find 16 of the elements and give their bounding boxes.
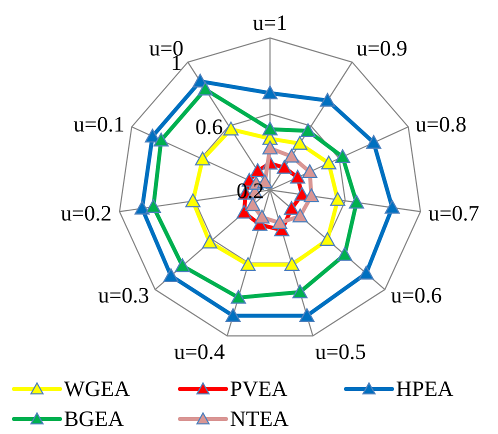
legend-label: PVEA [230,376,288,402]
spoke-label: u=0.1 [74,111,124,136]
y-tick-label: 0.6 [195,114,223,140]
spoke-label: u=0.2 [60,200,112,226]
legend-label: HPEA [396,376,454,402]
spoke-label: u=0.3 [98,282,150,308]
spoke-label: u=0.9 [356,35,408,60]
legend-label: BGEA [64,406,124,432]
spoke-label: u=0.7 [428,200,480,226]
spoke-label: u=0.4 [174,339,225,364]
spoke-label: u=0.5 [315,339,366,364]
legend-label: WGEA [64,376,130,402]
spoke-label: u=1 [252,10,288,35]
spoke-label: u=0.6 [390,282,442,308]
legend-label: NTEA [230,406,289,432]
spoke-label: u=0.8 [416,111,466,136]
